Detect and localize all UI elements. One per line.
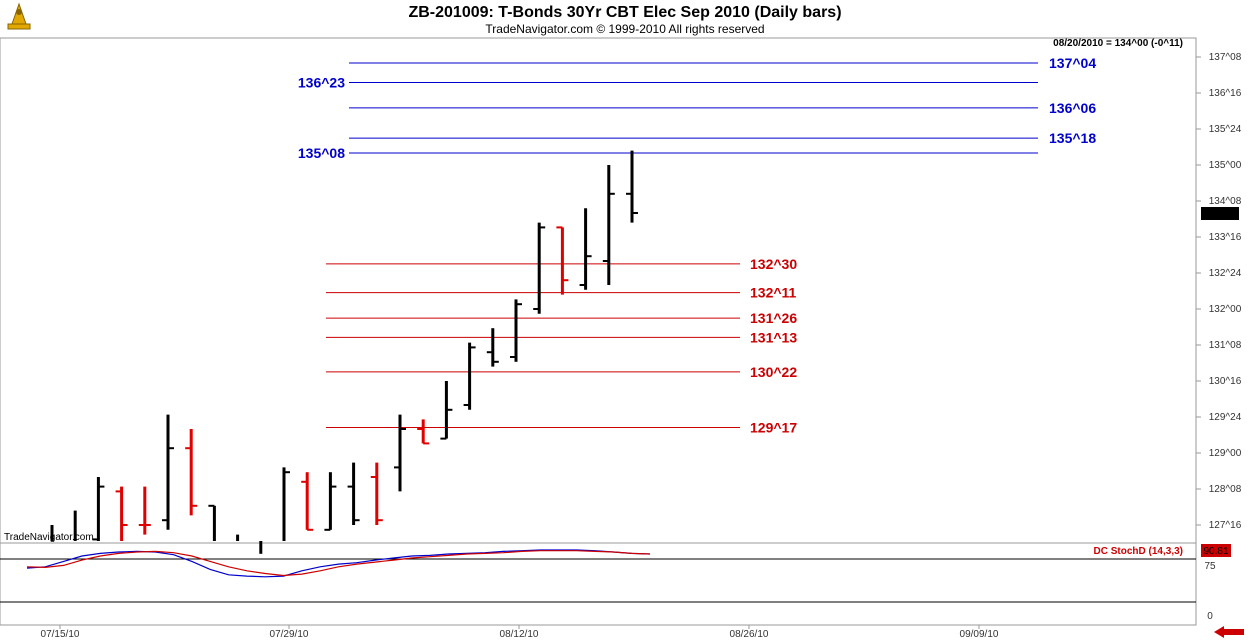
stoch-k-line	[26, 549, 651, 578]
ohlc-bar	[394, 414, 406, 492]
stochastic-panel: 75 0	[26, 549, 1216, 622]
level-label: 135^18	[1049, 130, 1096, 146]
ohlc-bar	[301, 472, 314, 531]
price-tick-label: 130^16	[1209, 376, 1242, 387]
stoch-tick-label: 0	[1207, 611, 1213, 622]
ohlc-bar	[533, 222, 546, 314]
ohlc-bar	[440, 381, 453, 440]
price-tick-label: 132^00	[1209, 304, 1242, 315]
ohlc-bar	[626, 150, 638, 223]
ohlc-bar	[347, 462, 360, 525]
level-label: 131^26	[750, 310, 797, 326]
stoch-panel-frame	[0, 542, 1197, 626]
stoch-d-line	[26, 550, 651, 577]
stoch-indicator-label: DC StochD (14,3,3)	[1094, 546, 1183, 557]
date-tick-label: 07/29/10	[270, 629, 309, 640]
price-tick-label: 129^24	[1209, 412, 1242, 423]
price-tick-label: 127^16	[1209, 520, 1242, 531]
bars-layer	[50, 150, 638, 554]
levels-layer: 137^04 136^23 136^06 135^18 135^08 132^30 132^…	[298, 55, 1096, 436]
ohlc-bar	[324, 472, 337, 531]
copyright-text: TradeNavigator.com © 1999-2010 All right…	[485, 22, 764, 36]
level-label: 136^23	[298, 74, 345, 90]
last-price-tag-label: 134^00	[1204, 209, 1237, 220]
level-label: 132^11	[750, 285, 797, 301]
chart-title: ZB-201009: T-Bonds 30Yr CBT Elec Sep 201…	[408, 4, 841, 21]
ohlc-bar	[417, 419, 430, 445]
level-label: 136^06	[1049, 100, 1096, 116]
price-tick-label: 135^00	[1209, 160, 1242, 171]
level-label: 129^17	[750, 420, 797, 436]
ohlc-bar	[602, 165, 615, 285]
price-tick-label: 134^08	[1209, 196, 1242, 207]
price-tick-label: 137^08	[1209, 52, 1242, 63]
scroll-left-arrow-icon[interactable]	[1212, 626, 1246, 638]
ohlc-bar	[510, 299, 522, 362]
stoch-tick-label: 75	[1204, 561, 1216, 572]
price-panel-frame	[0, 37, 1197, 544]
price-tick-label: 128^08	[1209, 484, 1242, 495]
ohlc-bar	[556, 226, 569, 295]
last-price-tag	[1201, 207, 1239, 220]
price-tick-label: 129^00	[1209, 448, 1242, 459]
price-tick-label: 135^24	[1209, 124, 1242, 135]
ohlc-bar	[370, 462, 383, 525]
date-tick-label: 08/12/10	[500, 629, 539, 640]
price-axis: 137^08 136^16 135^24 135^00 134^08 133^16 132^…	[1196, 52, 1242, 531]
ohlc-bar	[282, 467, 290, 541]
ohlc-bar	[162, 414, 174, 530]
ohlc-bar	[579, 208, 592, 290]
ohlc-bar	[138, 486, 151, 535]
date-tick-label: 07/15/10	[41, 629, 80, 640]
date-tick-label: 09/09/10	[960, 629, 999, 640]
price-tick-label: 132^24	[1209, 268, 1242, 279]
level-label: 132^30	[750, 256, 797, 272]
level-label: 135^08	[298, 145, 345, 161]
date-axis: 07/15/10 07/29/10 08/12/10 08/26/10 09/09/10	[41, 625, 999, 640]
level-label: 130^22	[750, 364, 797, 380]
level-label: 131^13	[750, 329, 797, 345]
stoch-value-label: 90.81	[1203, 546, 1228, 557]
ohlc-bar	[463, 342, 476, 410]
logo-icon	[4, 2, 34, 32]
level-label: 137^04	[1049, 55, 1096, 71]
ohlc-bar	[486, 328, 499, 367]
price-tick-label: 131^08	[1209, 340, 1242, 351]
ohlc-bar	[185, 429, 198, 516]
stoch-value-tag	[1201, 544, 1231, 557]
watermark-text: TradeNavigator.com	[4, 532, 94, 543]
price-tick-label: 136^16	[1209, 88, 1242, 99]
ohlc-bar	[208, 504, 216, 541]
price-tick-label: 133^16	[1209, 232, 1242, 243]
last-price-status: 08/20/2010 = 134^00 (-0^11)	[1053, 38, 1183, 49]
ohlc-bar	[92, 477, 105, 541]
ohlc-bar	[115, 486, 128, 541]
date-tick-label: 08/26/10	[730, 629, 769, 640]
